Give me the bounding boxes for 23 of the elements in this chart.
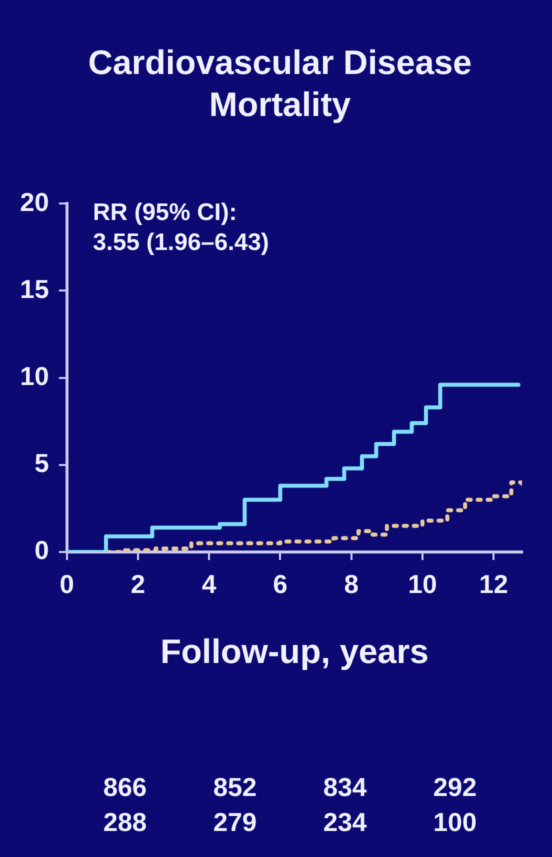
y-tick-label: 10	[20, 360, 49, 391]
text: 834	[322, 772, 368, 803]
chart-title: Cardiovascular Disease Mortality	[87, 43, 473, 126]
text: 100	[432, 807, 478, 838]
x-tick-label: 0	[60, 568, 74, 599]
text: 234	[322, 807, 368, 838]
text: 279	[212, 807, 258, 838]
text: 866	[102, 772, 148, 803]
y-tick-label: 15	[20, 274, 49, 304]
x-tick-label: 4	[202, 568, 217, 599]
text: 852	[212, 772, 258, 803]
x-tick-label: 2	[130, 568, 146, 599]
y-tick-label: 0	[34, 535, 49, 566]
x-tick-label: 6	[273, 568, 288, 599]
y-tick-label: 20	[20, 186, 49, 217]
x-tick-label: 8	[344, 568, 359, 599]
text: 292	[432, 772, 478, 803]
text: 288	[102, 807, 148, 838]
annotation: RR (95% CI): 3.55 (1.96–6.43)	[92, 199, 270, 256]
x-tick-label: 10	[408, 568, 437, 599]
x-axis-title: Follow-up, years	[160, 632, 429, 671]
y-tick-label: 5	[34, 448, 49, 478]
x-tick-label: 12	[479, 568, 508, 599]
